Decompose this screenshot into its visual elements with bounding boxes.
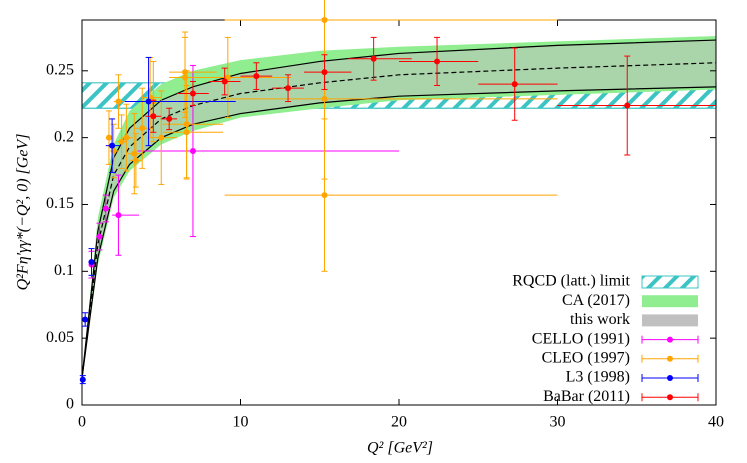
x-tick-label: 10 [233,414,249,431]
data-point [145,98,152,105]
data-point [183,129,190,136]
data-point [321,95,328,102]
data-point [224,74,231,81]
x-tick-label: 30 [550,414,566,431]
legend-label: CA (2017) [562,292,630,309]
legend-marker [667,394,673,401]
data-point [96,233,103,240]
legend-marker [667,336,673,343]
y-tick-label: 0.1 [54,262,74,279]
data-point [115,98,122,105]
data-point [88,258,95,265]
legend-label: CELLO (1991) [532,330,630,347]
data-point [132,157,139,164]
x-tick-label: 40 [708,414,724,431]
data-point [79,376,86,383]
data-point [118,138,125,145]
legend-swatch [641,275,699,289]
legend-label: L3 (1998) [566,369,630,386]
data-point [189,148,196,155]
data-point [158,134,165,141]
data-point [115,212,122,219]
x-tick-label: 20 [391,414,407,431]
x-axis-label: Q² [GeV²] [367,440,433,457]
band [82,40,716,379]
x-tick-label: 0 [78,414,86,431]
data-point [150,113,157,120]
legend-label: this work [570,311,630,328]
data-point [321,69,328,76]
legend-label: CLEO (1997) [542,349,630,366]
y-tick-label: 0.25 [46,61,74,78]
legend-swatch [642,295,698,308]
legend-marker [667,355,673,362]
data-point [123,134,130,141]
y-tick-label: 0.2 [54,128,74,145]
legend-marker [667,375,673,381]
data-point [182,74,189,81]
data-point [370,55,377,62]
data-point [110,148,117,155]
legend-swatch [642,314,698,327]
legend-label: BaBar (2011) [543,388,630,405]
data-point [166,115,173,122]
data-point [253,73,260,80]
y-tick-label: 0 [66,396,74,413]
data-point [624,102,631,109]
data-point [105,134,112,141]
y-tick-label: 0.05 [46,329,74,346]
data-point [102,205,109,212]
y-tick-label: 0.15 [46,195,74,212]
data-point [82,316,89,323]
legend-label: RQCD (latt.) limit [512,273,630,290]
data-point [285,85,292,92]
data-point [221,78,228,85]
data-point [131,150,138,157]
data-point [189,90,196,97]
y-axis-label: Q²Fη′γγ*(−Q², 0) [GeV] [15,134,32,291]
data-point [511,81,518,88]
data-point [321,192,328,199]
data-point [109,142,116,149]
data-point [139,125,146,132]
data-point [434,58,441,65]
